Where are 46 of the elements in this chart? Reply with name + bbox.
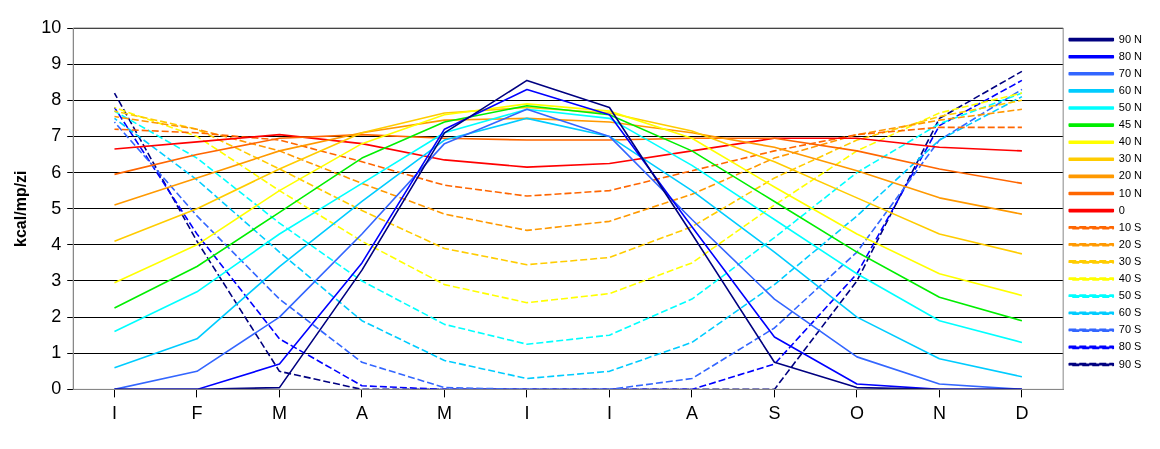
legend-label: 50 N bbox=[1118, 101, 1143, 114]
y-tick-label: 2 bbox=[51, 306, 62, 327]
legend-label: 40 N bbox=[1118, 135, 1143, 148]
y-tick-label: 9 bbox=[51, 53, 62, 74]
x-tick-label: O bbox=[849, 403, 864, 424]
legend-label: 70 S bbox=[1118, 323, 1142, 336]
legend-label: 10 S bbox=[1118, 220, 1142, 233]
legend-label: 20 S bbox=[1118, 237, 1142, 250]
y-tick-label: 1 bbox=[51, 342, 62, 363]
legend-label: 60 N bbox=[1118, 83, 1143, 96]
x-tick-label: I bbox=[524, 403, 530, 424]
x-tick-label: I bbox=[111, 403, 117, 424]
legend-label: 90 N bbox=[1118, 32, 1143, 45]
line-series bbox=[113, 126, 1023, 197]
y-tick-label: 6 bbox=[51, 161, 62, 182]
legend-label: 70 N bbox=[1118, 66, 1143, 79]
x-tick-label: N bbox=[932, 403, 946, 424]
legend-label: 10 N bbox=[1118, 186, 1143, 199]
y-tick-label: 10 bbox=[41, 16, 62, 37]
x-tick-label: A bbox=[685, 403, 698, 424]
legend-label: 50 S bbox=[1118, 289, 1142, 302]
legend-label: 60 S bbox=[1118, 306, 1142, 319]
y-tick-label: 3 bbox=[51, 269, 62, 290]
legend-label: 45 N bbox=[1118, 118, 1143, 131]
y-tick-label: 5 bbox=[51, 197, 62, 218]
y-tick-label: 7 bbox=[51, 125, 62, 146]
y-tick-label: 0 bbox=[51, 378, 62, 399]
legend-label: 20 N bbox=[1118, 169, 1143, 182]
line-series bbox=[113, 108, 1023, 232]
x-tick-label: M bbox=[271, 403, 287, 424]
x-tick-label: F bbox=[191, 403, 203, 424]
x-tick-label: A bbox=[355, 403, 368, 424]
y-tick-label: 4 bbox=[51, 233, 62, 254]
legend-label: 30 N bbox=[1118, 152, 1143, 165]
legend-label: 80 N bbox=[1118, 49, 1143, 62]
legend-label: 30 S bbox=[1118, 254, 1142, 267]
x-tick-label: D bbox=[1015, 403, 1029, 424]
legend-label: 0 bbox=[1118, 203, 1125, 216]
y-axis-title: kcal/mp/zi bbox=[12, 170, 30, 247]
x-tick-label: M bbox=[436, 403, 452, 424]
legend-label: 40 S bbox=[1118, 272, 1142, 285]
legend-label: 80 S bbox=[1118, 340, 1142, 353]
legend-label: 90 S bbox=[1118, 357, 1142, 370]
x-tick-label: I bbox=[606, 403, 612, 424]
y-tick-label: 8 bbox=[51, 89, 62, 110]
x-tick-label: S bbox=[768, 403, 781, 424]
